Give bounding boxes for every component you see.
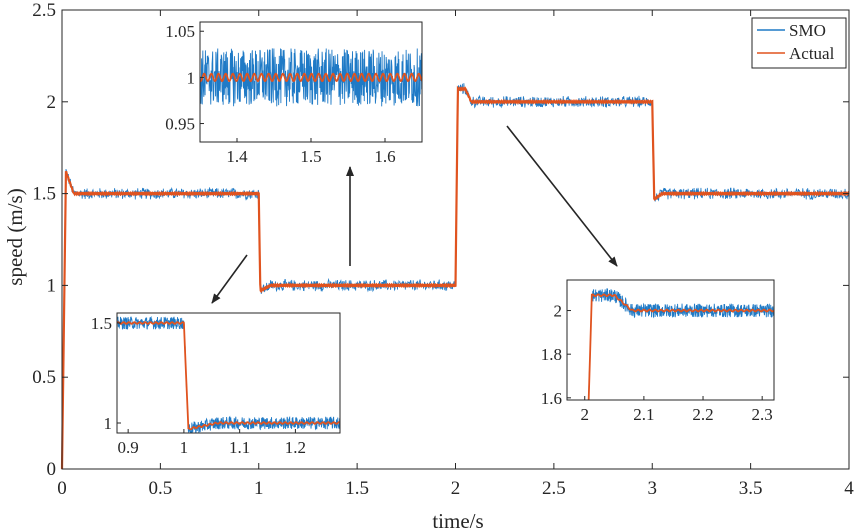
inset-x-tick-label: 1.1 xyxy=(229,438,250,457)
actual-series-line xyxy=(60,85,850,470)
inset-y-tick-label: 1.8 xyxy=(541,345,562,364)
inset-x-tick-label: 1.6 xyxy=(374,147,395,166)
inset-plot-2: 0.9 1 1.1 1.2 1.5 1 xyxy=(91,312,341,457)
x-tick-label: 0.5 xyxy=(149,478,173,499)
x-tick-label: 4 xyxy=(844,478,854,499)
inset-y-tick-label: 1.05 xyxy=(165,22,195,41)
y-tick-label: 2.5 xyxy=(32,0,56,21)
inset-x-tick-label: 2.2 xyxy=(692,405,713,424)
x-tick-label: 2.5 xyxy=(542,478,566,499)
inset-x-tick-label: 1.2 xyxy=(285,438,306,457)
inset-y-tick-label: 1 xyxy=(187,68,196,87)
inset-x-tick-label: 1 xyxy=(180,438,189,457)
inset-frame xyxy=(116,312,341,434)
x-tick-label: 0 xyxy=(57,478,67,499)
x-tick-label: 1.5 xyxy=(345,478,369,499)
y-tick-label: 0 xyxy=(47,459,57,480)
inset-smo-line xyxy=(200,48,422,107)
inset-actual-line xyxy=(200,72,422,83)
inset-plot-3: 2 2.1 2.2 2.3 2 1.8 1.6 xyxy=(541,279,775,424)
inset-y-tick-label: 1 xyxy=(104,414,113,433)
y-tick-label: 2 xyxy=(47,92,57,113)
inset-background xyxy=(117,313,340,433)
y-axis-title: speed (m/s) xyxy=(3,188,27,285)
inset-smo-line xyxy=(117,316,340,433)
inset-y-tick-label: 1.6 xyxy=(541,389,562,408)
inset-actual-line xyxy=(587,293,774,400)
y-tick-label: 1 xyxy=(47,275,57,296)
inset-x-tick-label: 2 xyxy=(580,405,589,424)
x-tick-label: 2 xyxy=(451,478,461,499)
legend: SMO Actual xyxy=(751,17,847,69)
legend-box xyxy=(751,17,847,69)
inset-plot-1: 1.4 1.5 1.6 1.05 1 0.95 xyxy=(165,21,423,166)
inset-y-tick-label: 1.5 xyxy=(91,314,112,333)
main-plot-series xyxy=(60,83,850,470)
legend-actual-label: Actual xyxy=(789,44,835,63)
inset-background xyxy=(567,280,774,400)
inset-x-tick-label: 1.4 xyxy=(226,147,248,166)
x-axis-title: time/s xyxy=(432,509,483,531)
zoom-arrow xyxy=(211,254,248,304)
inset-actual-line xyxy=(117,321,340,431)
x-tick-label: 3.5 xyxy=(739,478,763,499)
inset-x-tick-label: 2.3 xyxy=(752,405,773,424)
zoom-arrows xyxy=(211,125,618,304)
inset-x-tick-label: 2.1 xyxy=(633,405,654,424)
inset-y-tick-label: 0.95 xyxy=(165,115,195,134)
inset-x-tick-label: 0.9 xyxy=(118,438,139,457)
x-tick-label: 3 xyxy=(648,478,658,499)
main-axes: 0 0.5 1 1.5 2 2.5 3 3.5 4 0 0.5 1 1.5 2 2.5 xyxy=(32,0,854,499)
legend-smo-label: SMO xyxy=(789,21,826,40)
zoom-arrow xyxy=(506,125,618,267)
inset-x-tick-label: 1.5 xyxy=(300,147,321,166)
x-tick-label: 1 xyxy=(254,478,264,499)
inset-y-tick-label: 2 xyxy=(554,302,563,321)
y-tick-label: 1.5 xyxy=(32,184,56,205)
inset-frame xyxy=(566,279,775,401)
y-tick-label: 0.5 xyxy=(32,367,56,388)
